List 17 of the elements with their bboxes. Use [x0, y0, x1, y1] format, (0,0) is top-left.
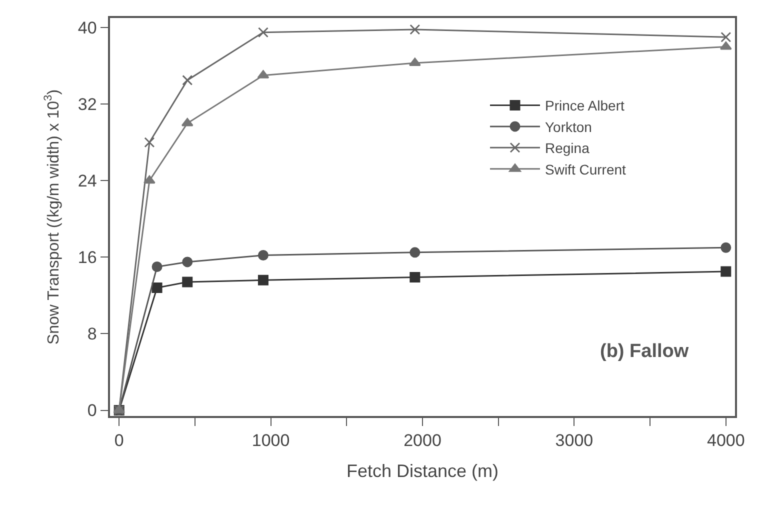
legend-label: Prince Albert [545, 98, 624, 114]
x-tick-label: 2000 [404, 431, 442, 450]
y-tick-label: 8 [87, 324, 97, 344]
y-tick-label: 16 [78, 248, 97, 268]
y-tick-label: 0 [87, 401, 97, 420]
y-tick-label: 24 [78, 172, 97, 191]
x-tick-label: 0 [114, 431, 124, 450]
legend-label: Regina [545, 140, 590, 156]
legend-label: Swift Current [545, 161, 626, 178]
y-tick-label: 32 [78, 95, 97, 114]
x-tick-label: 4000 [706, 431, 745, 450]
x-axis-title: Fetch Distance (m) [346, 460, 499, 481]
annotation: (b) Fallow [600, 341, 689, 362]
x-tick-label: 1000 [252, 431, 290, 450]
x-tick-label: 3000 [555, 431, 594, 450]
legend-label: Yorkton [545, 118, 592, 135]
y-tick-label: 40 [78, 18, 97, 38]
